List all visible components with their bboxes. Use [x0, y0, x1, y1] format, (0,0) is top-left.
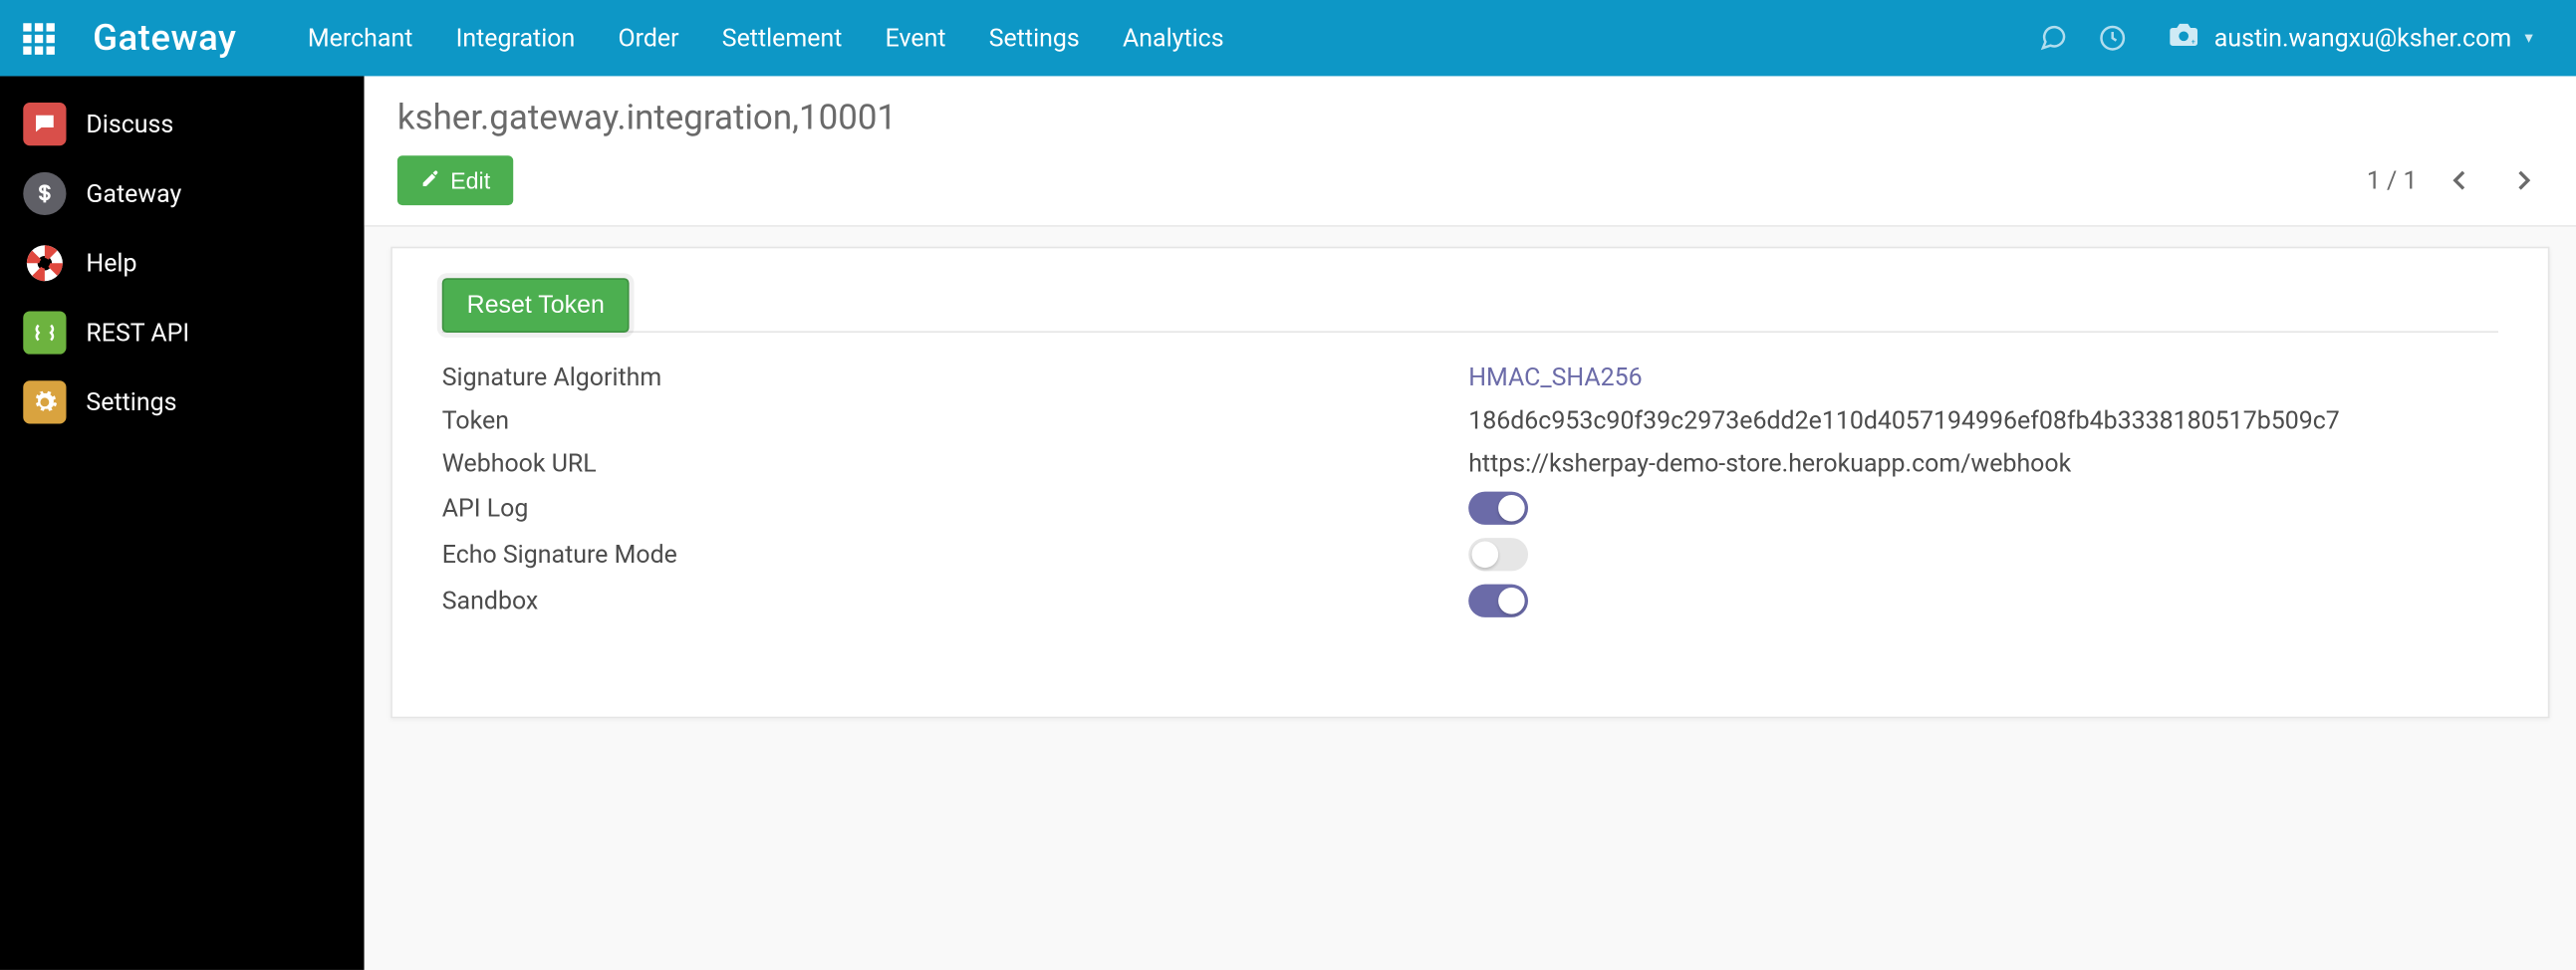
pencil-icon [420, 167, 440, 194]
api-icon [23, 311, 66, 354]
field-value-webhook-url: https://ksherpay-demo-store.herokuapp.co… [1468, 448, 2498, 478]
messages-icon[interactable] [2039, 23, 2069, 53]
brand-title[interactable]: Gateway [76, 17, 286, 59]
nav-event[interactable]: Event [864, 0, 967, 76]
camera-icon: + [2168, 18, 2200, 58]
sidebar-item-discuss[interactable]: Discuss [0, 90, 365, 159]
control-panel: ksher.gateway.integration,10001 Edit 1 /… [365, 76, 2576, 226]
apps-launcher-button[interactable] [0, 0, 76, 76]
field-value-token: 186d6c953c90f39c2973e6dd2e110d4057194996… [1468, 405, 2498, 435]
nav-analytics[interactable]: Analytics [1101, 0, 1245, 76]
svg-text:+: + [2192, 39, 2196, 47]
nav-settlement[interactable]: Settlement [700, 0, 864, 76]
sidebar-item-label: REST API [86, 318, 189, 348]
sidebar-item-settings[interactable]: Settings [0, 367, 365, 437]
sidebar: Discuss Gateway Help REST API [0, 76, 365, 969]
field-label-echo-signature: Echo Signature Mode [442, 540, 1468, 570]
page-title: ksher.gateway.integration,10001 [397, 100, 2543, 139]
dollar-icon [23, 172, 66, 215]
chat-icon [23, 103, 66, 145]
nav-merchant[interactable]: Merchant [286, 0, 434, 76]
toggle-sandbox[interactable] [1468, 585, 1528, 617]
field-label-signature-algorithm: Signature Algorithm [442, 363, 1468, 392]
field-label-token: Token [442, 405, 1468, 435]
topbar: Gateway Merchant Integration Order Settl… [0, 0, 2576, 76]
sidebar-item-gateway[interactable]: Gateway [0, 159, 365, 229]
pager: 1 / 1 [2367, 160, 2543, 200]
field-label-api-log: API Log [442, 493, 1468, 523]
field-value-signature-algorithm[interactable]: HMAC_SHA256 [1468, 363, 2498, 392]
apps-grid-icon [22, 22, 54, 54]
nav-settings[interactable]: Settings [967, 0, 1101, 76]
sidebar-item-label: Gateway [86, 178, 181, 208]
top-systray: + austin.wangxu@ksher.com ▾ [2039, 18, 2560, 58]
pager-next-button[interactable] [2503, 160, 2543, 200]
user-email: austin.wangxu@ksher.com [2214, 23, 2511, 53]
activity-icon[interactable] [2098, 23, 2128, 53]
main-content: ksher.gateway.integration,10001 Edit 1 /… [365, 76, 2576, 969]
sidebar-item-help[interactable]: Help [0, 228, 365, 298]
toggle-echo-signature[interactable] [1468, 538, 1528, 571]
pager-prev-button[interactable] [2441, 160, 2480, 200]
caret-down-icon: ▾ [2524, 29, 2532, 47]
nav-integration[interactable]: Integration [434, 0, 597, 76]
user-menu[interactable]: + austin.wangxu@ksher.com ▾ [2158, 18, 2543, 58]
field-label-sandbox: Sandbox [442, 586, 1468, 615]
sidebar-item-rest-api[interactable]: REST API [0, 298, 365, 367]
lifebuoy-icon [23, 242, 66, 285]
edit-button[interactable]: Edit [397, 155, 514, 205]
edit-button-label: Edit [450, 167, 490, 194]
toggle-api-log[interactable] [1468, 492, 1528, 525]
form-sheet: Reset Token Signature Algorithm HMAC_SHA… [390, 247, 2549, 719]
nav-order[interactable]: Order [597, 0, 700, 76]
pager-text: 1 / 1 [2367, 165, 2418, 195]
sidebar-item-label: Discuss [86, 110, 173, 139]
top-nav: Merchant Integration Order Settlement Ev… [286, 0, 1245, 76]
sidebar-item-label: Settings [86, 387, 176, 417]
gear-icon [23, 380, 66, 423]
reset-token-button[interactable]: Reset Token [442, 278, 630, 333]
field-label-webhook-url: Webhook URL [442, 448, 1468, 478]
sidebar-item-label: Help [86, 248, 136, 278]
